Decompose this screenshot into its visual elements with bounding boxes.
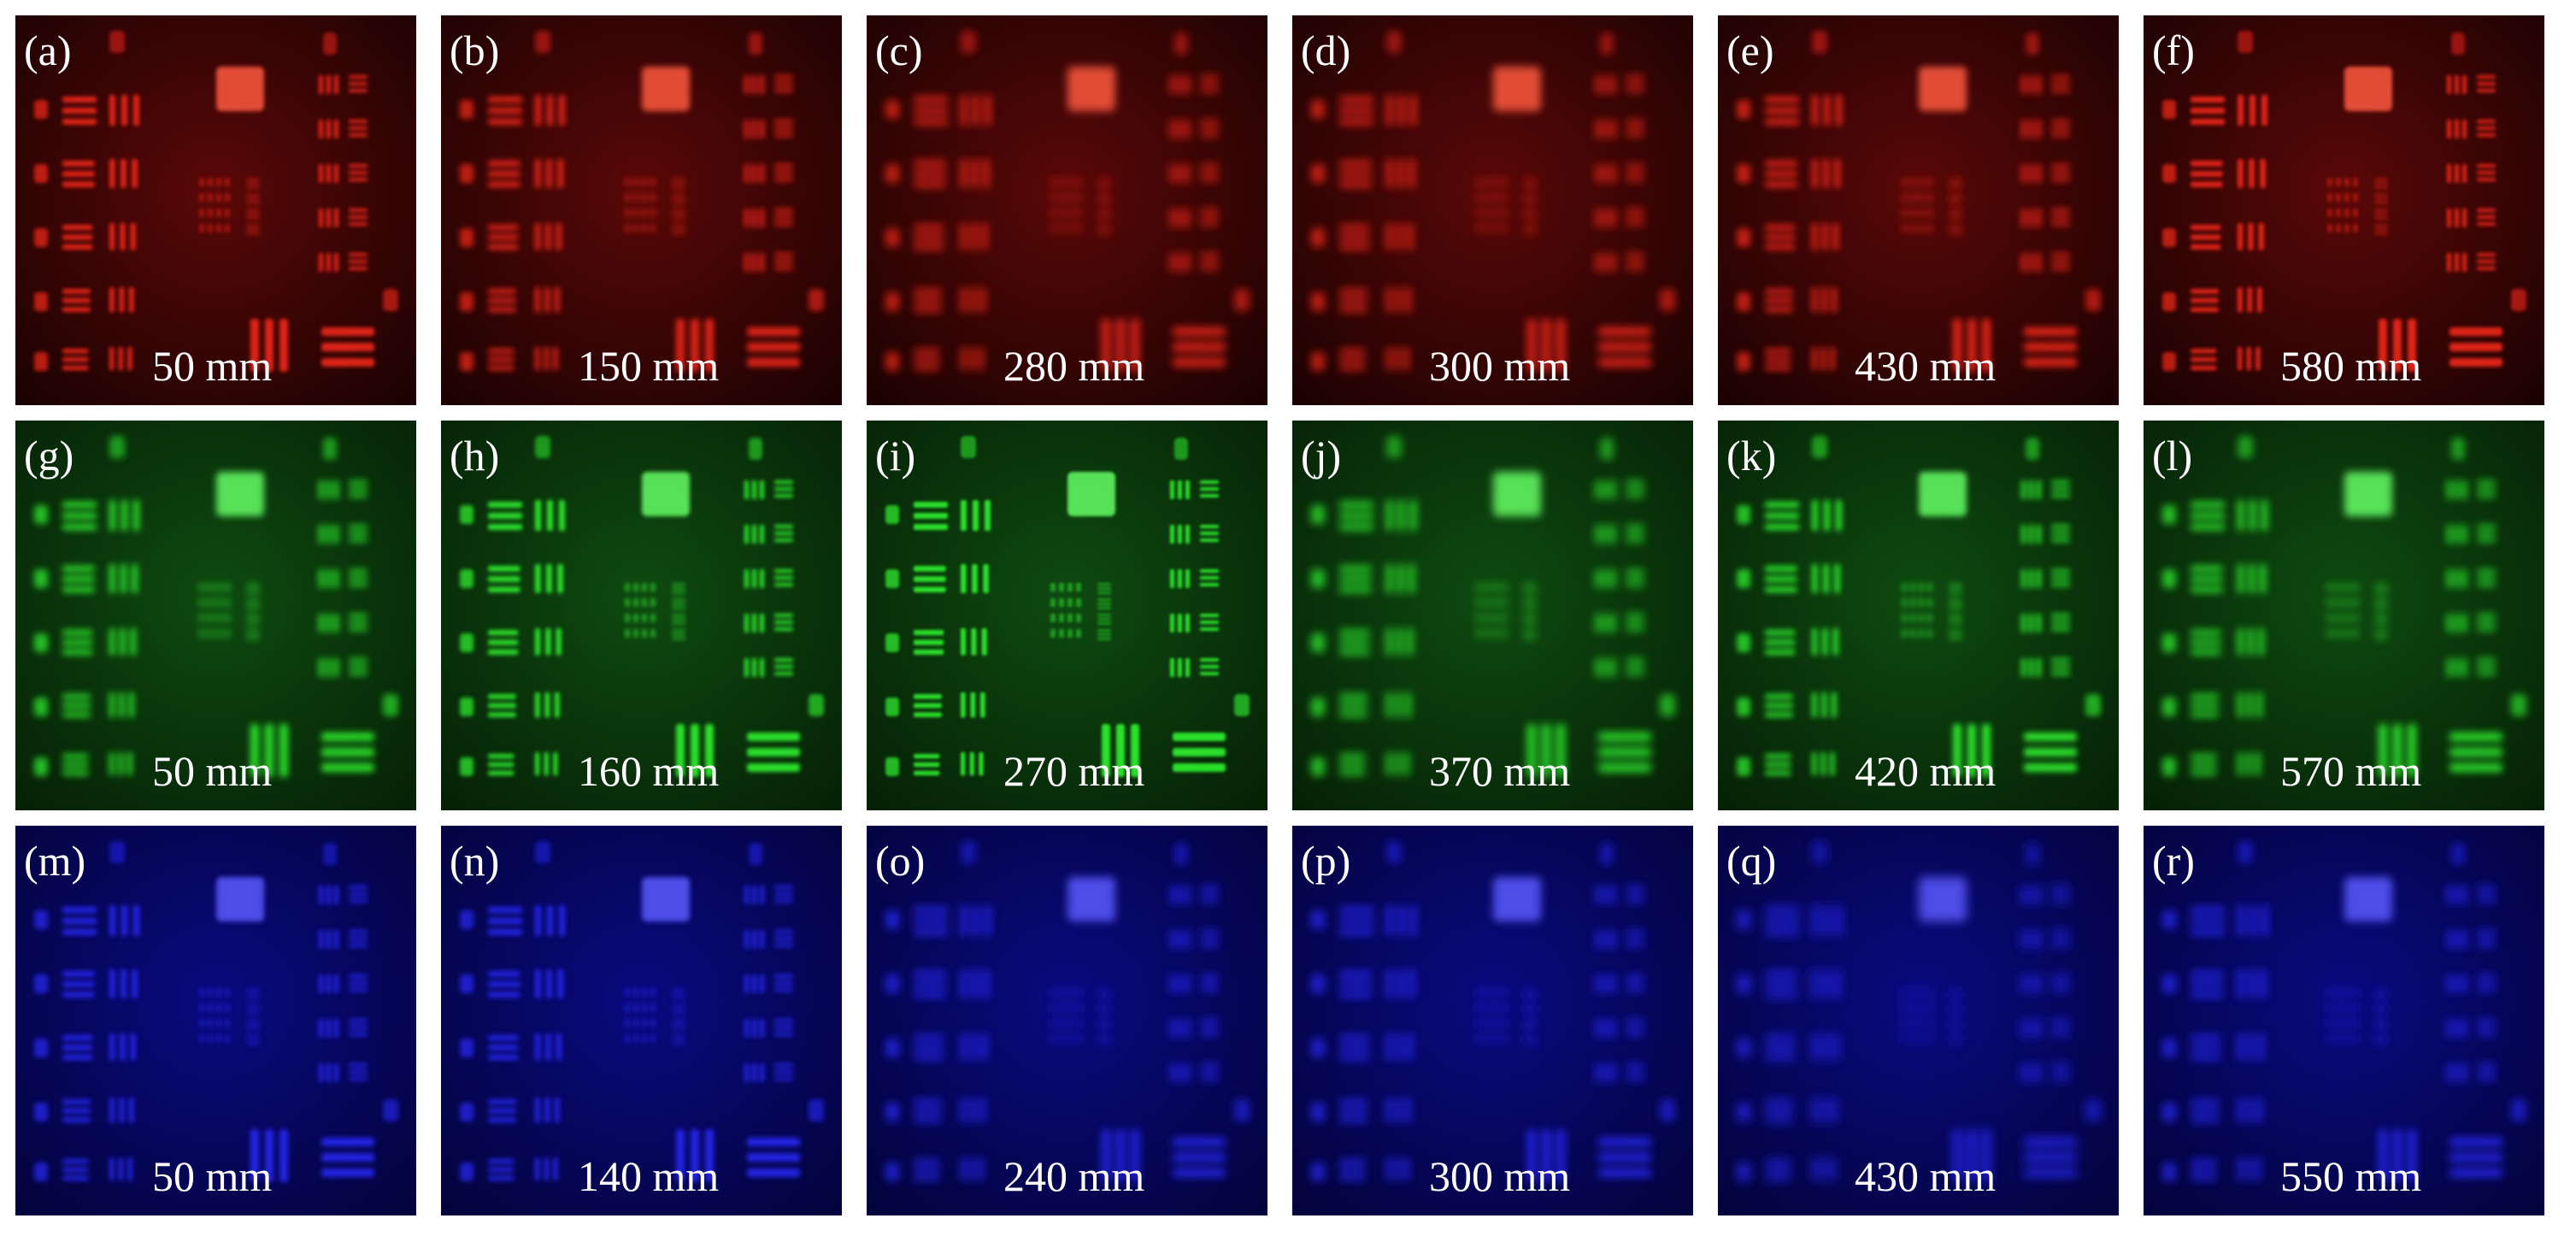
panel-e: (e) 430 mm [1718,15,2119,405]
distance-label: 300 mm [1429,342,1571,390]
panel-l: (l) 570 mm [2144,421,2544,810]
resolution-target-image [15,421,416,810]
panel-label: (l) [2152,432,2193,480]
resolution-target-image [1718,421,2119,810]
distance-label: 160 mm [578,747,720,795]
panel-label: (q) [1726,837,1777,885]
resolution-target-image [2144,826,2544,1215]
distance-label: 370 mm [1429,747,1571,795]
resolution-target-image [15,15,416,405]
panel-label: (e) [1726,26,1774,74]
resolution-target-image [441,826,842,1215]
panel-g: (g) 50 mm [15,421,416,810]
panel-label: (n) [450,837,500,885]
distance-label: 150 mm [578,342,720,390]
panel-b: (b) 150 mm [441,15,842,405]
distance-label: 50 mm [152,1152,273,1200]
resolution-target-image [1718,826,2119,1215]
resolution-target-image [1718,15,2119,405]
distance-label: 50 mm [152,747,273,795]
panel-label: (o) [875,837,926,885]
distance-label: 240 mm [1003,1152,1145,1200]
panel-label: (j) [1301,432,1342,480]
distance-label: 140 mm [578,1152,720,1200]
panel-label: (c) [875,26,923,74]
distance-label: 50 mm [152,342,273,390]
panel-label: (k) [1726,432,1777,480]
panel-r: (r) 550 mm [2144,826,2544,1215]
distance-label: 420 mm [1855,747,1997,795]
distance-label: 270 mm [1003,747,1145,795]
panel-k: (k) 420 mm [1718,421,2119,810]
panel-h: (h) 160 mm [441,421,842,810]
resolution-target-image [2144,421,2544,810]
resolution-target-image [1292,15,1693,405]
panel-label: (g) [24,432,74,480]
panel-label: (a) [24,26,72,74]
distance-label: 430 mm [1855,342,1997,390]
panel-label: (b) [450,26,500,74]
resolution-target-image [2144,15,2544,405]
distance-label: 580 mm [2280,342,2422,390]
panel-f: (f) 580 mm [2144,15,2544,405]
resolution-target-image [441,421,842,810]
panel-label: (r) [2152,837,2195,885]
panel-label: (d) [1301,26,1351,74]
panel-i: (i) 270 mm [867,421,1267,810]
resolution-target-image [441,15,842,405]
panel-d: (d) 300 mm [1292,15,1693,405]
distance-label: 430 mm [1855,1152,1997,1200]
panel-a: (a) 50 mm [15,15,416,405]
panel-n: (n) 140 mm [441,826,842,1215]
resolution-target-image [1292,826,1693,1215]
panel-j: (j) 370 mm [1292,421,1693,810]
resolution-target-image [1292,421,1693,810]
resolution-target-image [15,826,416,1215]
panel-label: (m) [24,837,86,885]
panel-q: (q) 430 mm [1718,826,2119,1215]
panel-m: (m) 50 mm [15,826,416,1215]
panel-label: (h) [450,432,500,480]
panel-p: (p) 300 mm [1292,826,1693,1215]
panel-o: (o) 240 mm [867,826,1267,1215]
resolution-target-image [867,421,1267,810]
distance-label: 280 mm [1003,342,1145,390]
distance-label: 300 mm [1429,1152,1571,1200]
distance-label: 570 mm [2280,747,2422,795]
panel-c: (c) 280 mm [867,15,1267,405]
resolution-target-image [867,15,1267,405]
panel-label: (f) [2152,26,2195,74]
panel-label: (i) [875,432,916,480]
resolution-target-image [867,826,1267,1215]
distance-label: 550 mm [2280,1152,2422,1200]
panel-label: (p) [1301,837,1351,885]
